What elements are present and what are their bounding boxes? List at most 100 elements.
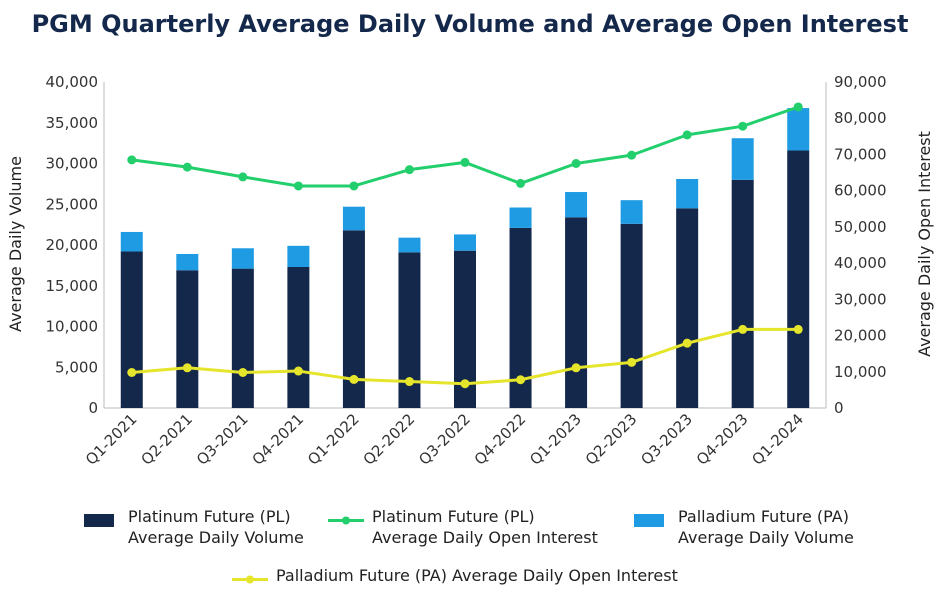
y-tick-label: 20,000 — [46, 236, 99, 254]
y2-tick-label: 70,000 — [834, 145, 887, 163]
chart-title: PGM Quarterly Average Daily Volume and A… — [31, 10, 909, 38]
point-pa-oi — [349, 374, 359, 384]
x-tick-label: Q3-2021 — [193, 410, 252, 469]
bar-pa-volume — [398, 237, 421, 253]
x-tick-label: Q1-2023 — [526, 410, 585, 469]
bar-pa-volume — [787, 108, 810, 151]
bar-pa-volume — [676, 178, 699, 209]
point-pa-oi — [571, 363, 581, 373]
y2-tick-label: 0 — [834, 399, 844, 417]
legend-label-pa-oi: Palladium Future (PA) Average Daily Open… — [276, 565, 678, 586]
y-tick-label: 35,000 — [46, 114, 99, 132]
bar-pa-volume — [176, 253, 199, 271]
y-tick-label: 30,000 — [46, 155, 99, 173]
bar-pl-volume — [454, 250, 476, 408]
point-pl-oi — [793, 102, 803, 112]
bar-pl-volume — [787, 150, 810, 408]
y2-tick-label: 90,000 — [834, 73, 887, 91]
point-pl-oi — [460, 157, 470, 167]
point-pa-oi — [127, 368, 137, 378]
bar-pl-volume — [342, 230, 365, 408]
legend-swatch-pa-volume — [634, 514, 664, 527]
x-tick-label: Q4-2021 — [249, 410, 308, 469]
y2-tick-label: 60,000 — [834, 182, 887, 200]
bar-pl-volume — [398, 252, 421, 408]
x-tick-label: Q3-2022 — [415, 410, 474, 469]
x-tick-label: Q2-2022 — [360, 410, 419, 469]
point-pa-oi — [460, 379, 470, 389]
bar-pa-volume — [565, 192, 588, 218]
y-tick-label: 40,000 — [46, 73, 99, 91]
y-tick-label: 0 — [88, 399, 98, 417]
point-pl-oi — [127, 155, 137, 165]
point-pa-oi — [182, 363, 192, 373]
legend-swatch-pa-oi — [232, 575, 268, 584]
legend-label-pl-volume: Platinum Future (PL) Average Daily Volume — [128, 506, 348, 548]
bar-pa-volume — [287, 245, 310, 268]
y-tick-label: 15,000 — [46, 277, 99, 295]
point-pa-oi — [738, 324, 748, 334]
legend-label-pa-volume-line: Average Daily Volume — [678, 528, 854, 547]
point-pa-oi — [293, 366, 303, 376]
x-tick-label: Q2-2021 — [137, 410, 196, 469]
point-pl-oi — [293, 181, 303, 191]
legend-label-pl-volume-line: Platinum Future (PL) — [128, 507, 291, 526]
x-tick-label: Q1-2022 — [304, 410, 363, 469]
point-pa-oi — [404, 377, 414, 387]
point-pl-oi — [516, 178, 526, 188]
line-pl-oi — [131, 105, 799, 188]
bar-pl-volume — [565, 217, 588, 408]
bar-pl-volume — [176, 270, 199, 408]
x-tick-label: Q2-2023 — [582, 410, 641, 469]
legend-label-pa-volume: Palladium Future (PA) Average Daily Volum… — [678, 506, 898, 548]
y-axis-title: Average Daily Volume — [6, 156, 25, 332]
y2-tick-label: 40,000 — [834, 254, 887, 272]
y2-tick-label: 50,000 — [834, 218, 887, 236]
legend-label-pl-oi: Platinum Future (PL) Average Daily Open I… — [372, 506, 622, 548]
point-pl-oi — [682, 130, 692, 140]
point-pa-oi — [238, 368, 248, 378]
y-tick-label: 5,000 — [55, 358, 98, 376]
bar-pa-volume — [342, 206, 365, 231]
point-pl-oi — [738, 121, 748, 131]
legend-swatch-pl-volume — [84, 514, 114, 527]
legend-label-pa-volume-line: Palladium Future (PA) — [678, 507, 849, 526]
bar-pl-volume — [120, 251, 143, 408]
bar-pa-volume — [454, 234, 476, 251]
bar-pa-volume — [731, 138, 754, 180]
bar-pl-volume — [620, 223, 643, 408]
bar-pl-volume — [231, 268, 254, 408]
bar-pl-volume — [287, 267, 310, 408]
y-tick-label: 25,000 — [46, 195, 99, 213]
x-tick-label: Q3-2023 — [637, 410, 696, 469]
x-tick-label: Q1-2024 — [748, 410, 807, 469]
legend-label-pl-oi-line: Platinum Future (PL) — [372, 507, 535, 526]
legend-label-pl-volume-line: Average Daily Volume — [128, 528, 304, 547]
point-pa-oi — [793, 324, 803, 334]
y2-tick-label: 20,000 — [834, 327, 887, 345]
x-tick-label: Q4-2023 — [693, 410, 752, 469]
point-pa-oi — [627, 357, 637, 367]
y2-tick-label: 80,000 — [834, 109, 887, 127]
bar-pl-volume — [676, 208, 699, 408]
bar-pa-volume — [120, 231, 143, 252]
point-pl-oi — [571, 159, 581, 168]
y-tick-label: 10,000 — [46, 318, 99, 336]
legend-label-pl-oi-line: Average Daily Open Interest — [372, 528, 598, 547]
x-tick-label: Q4-2022 — [471, 410, 530, 469]
y2-tick-label: 10,000 — [834, 363, 887, 381]
bar-pa-volume — [231, 248, 254, 269]
bar-pa-volume — [509, 207, 532, 228]
point-pl-oi — [627, 150, 637, 160]
point-pa-oi — [682, 338, 692, 348]
bar-pl-volume — [509, 227, 532, 408]
point-pl-oi — [349, 181, 359, 191]
point-pl-oi — [182, 162, 192, 172]
point-pl-oi — [238, 172, 248, 182]
point-pl-oi — [404, 165, 414, 175]
point-pa-oi — [516, 375, 526, 385]
y2-axis-title: Average Daily Open Interest — [915, 131, 934, 357]
bar-pa-volume — [620, 200, 643, 224]
legend-label-pa-oi-line: Palladium Future (PA) Average Daily Open… — [276, 566, 678, 585]
